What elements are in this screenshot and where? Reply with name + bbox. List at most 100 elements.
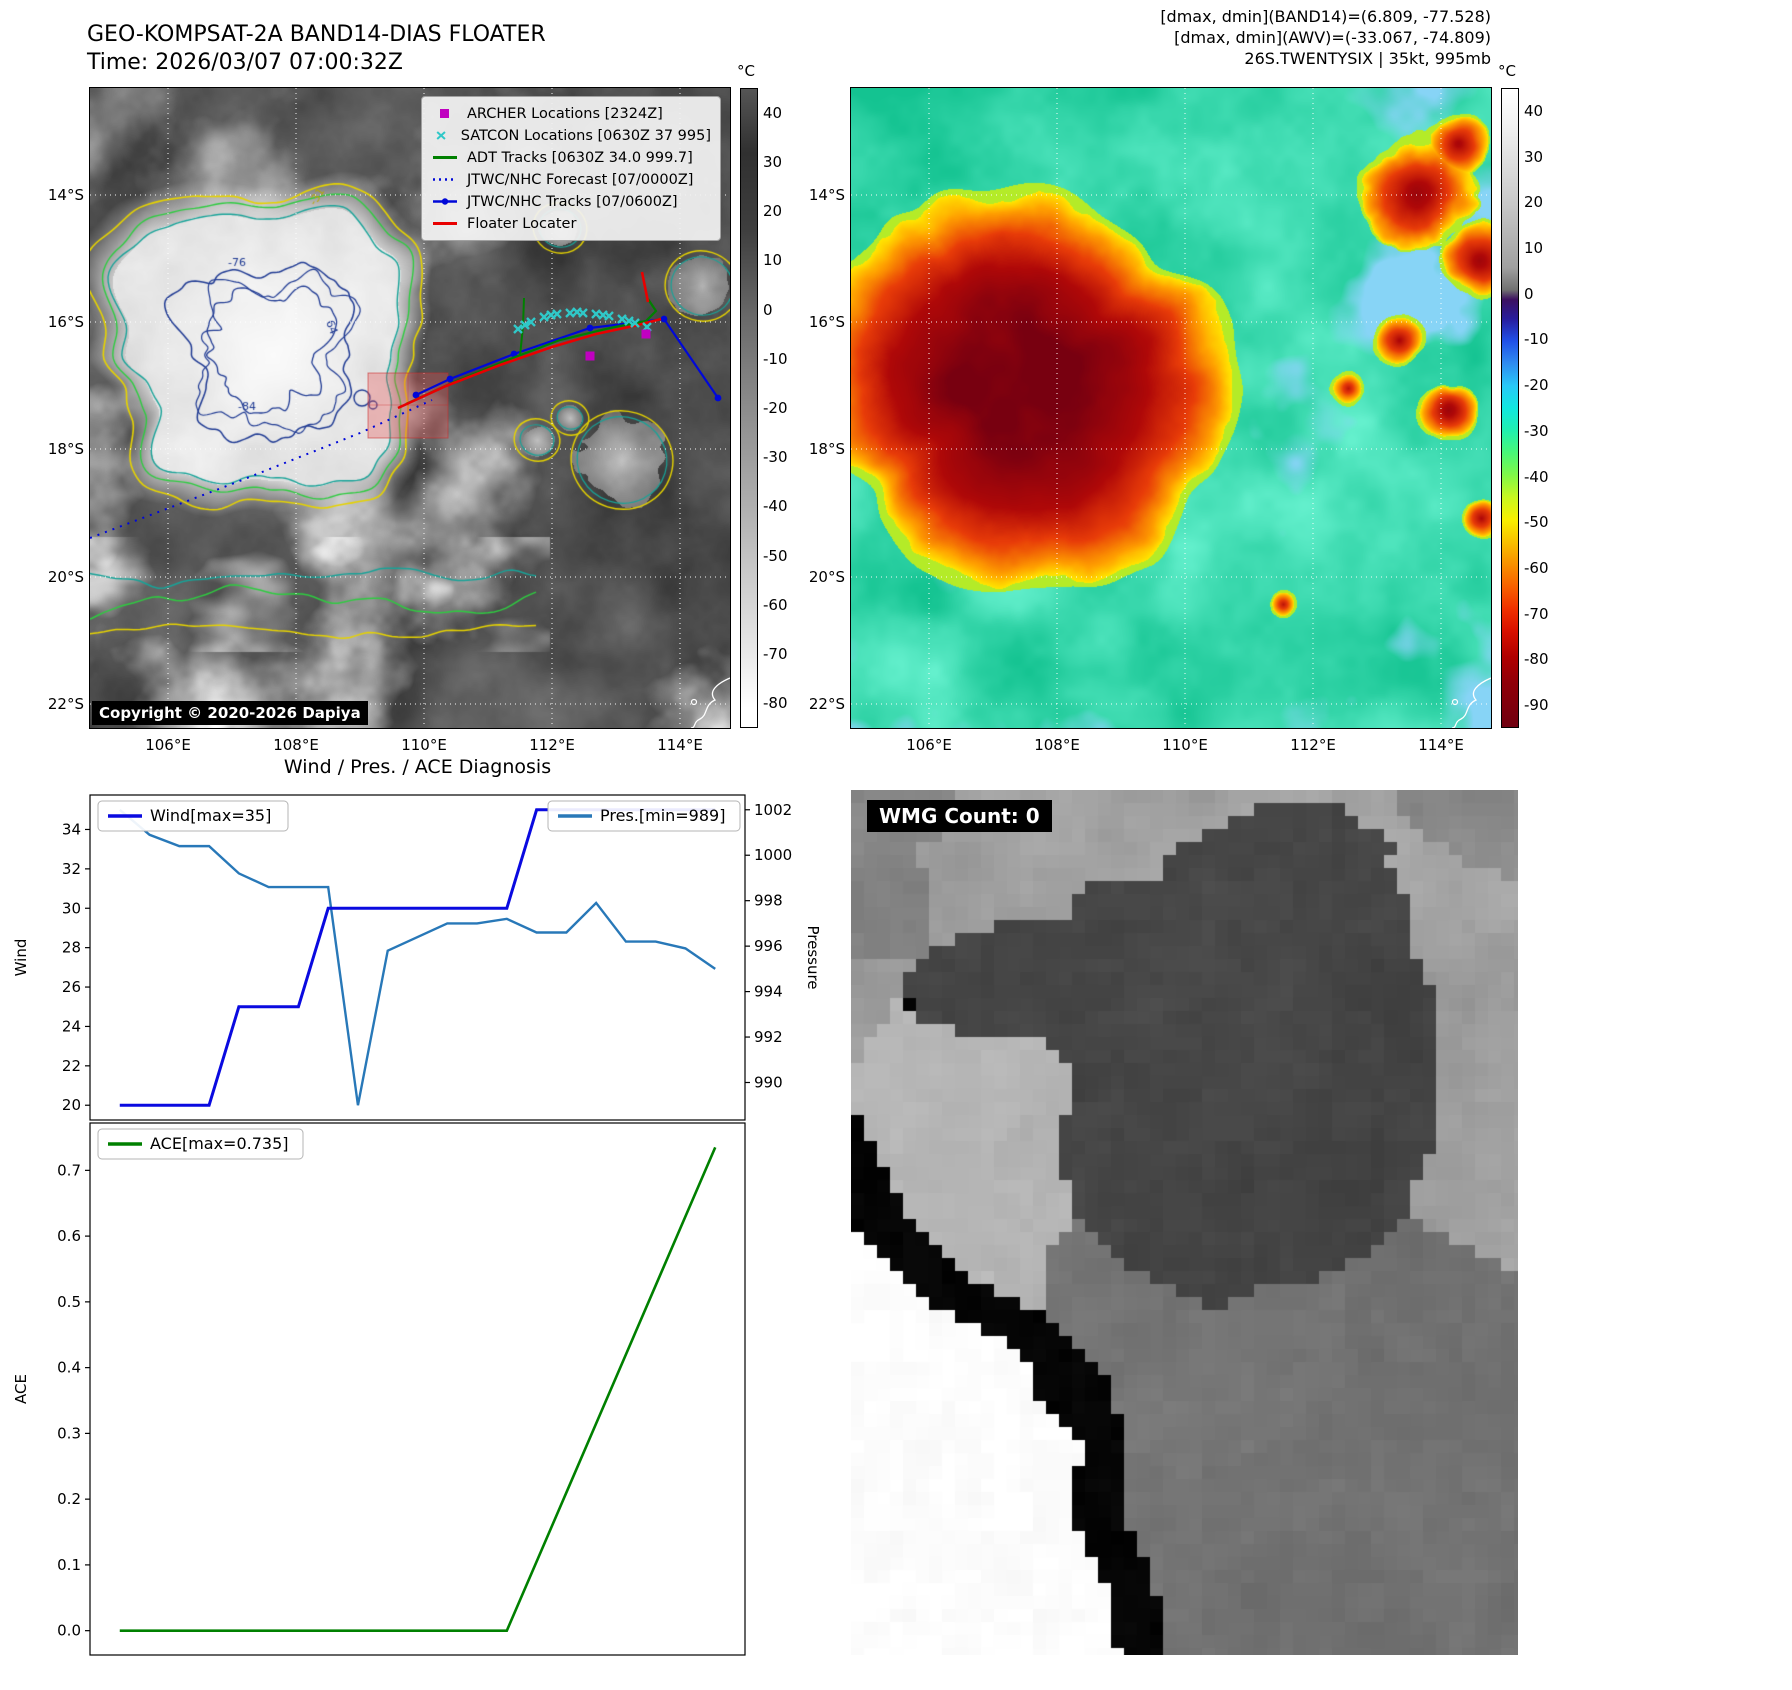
y-tick-label: 992 — [754, 1028, 783, 1046]
y-tick-label: 30 — [62, 899, 81, 917]
colorbar-tick-label: 0 — [1524, 284, 1534, 303]
y-tick-label: 24 — [62, 1017, 81, 1035]
copyright-notice: Copyright © 2020-2026 Dapiya — [92, 701, 368, 725]
colorbar-tick-label: 30 — [1524, 147, 1544, 166]
chart-legend-label: ACE[max=0.735] — [150, 1134, 289, 1153]
y-tick-label: 26 — [62, 978, 81, 996]
line-marker-icon — [433, 156, 457, 159]
lon-tick-label: 110°E — [1162, 736, 1208, 754]
wind-pres-plot-frame — [89, 794, 746, 1121]
dotted-marker-icon — [433, 178, 457, 181]
lon-tick-label: 110°E — [401, 736, 447, 754]
storm-info-block: [dmax, dmin](BAND14)=(6.809, -77.528) [d… — [851, 6, 1491, 69]
dmax-dmin-band14: [dmax, dmin](BAND14)=(6.809, -77.528) — [1160, 7, 1491, 26]
y-tick-label: 0.2 — [57, 1490, 81, 1508]
wmg-image — [851, 790, 1518, 1655]
y-tick-label: 1002 — [754, 801, 792, 819]
colorbar-tick-label: 20 — [763, 202, 783, 221]
lon-tick-label: 108°E — [273, 736, 319, 754]
x-marker-icon — [436, 131, 446, 140]
band14-colorbar — [740, 88, 758, 728]
lat-tick-label: 20°S — [47, 568, 84, 586]
lon-tick-label: 106°E — [906, 736, 952, 754]
chart-legend-label: Pres.[min=989] — [600, 806, 725, 825]
colorbar-tick-label: -80 — [763, 694, 788, 713]
awv-colorbar-unit: °C — [1498, 62, 1516, 80]
colorbar-tick-label: -60 — [1524, 559, 1549, 577]
y-tick-label: 0.4 — [57, 1359, 81, 1377]
colorbar-tick-label: 10 — [763, 251, 783, 270]
line-marker-marker-icon — [433, 198, 457, 205]
colorbar-tick-label: 40 — [1524, 101, 1544, 120]
colorbar-tick-label: -80 — [1524, 650, 1549, 669]
legend-item: Floater Locater — [431, 214, 711, 233]
lat-tick-label: 14°S — [808, 186, 845, 204]
square-marker-icon — [440, 109, 449, 118]
y-tick-label: 0.3 — [57, 1424, 81, 1442]
colorbar-tick-label: -30 — [1524, 421, 1549, 440]
wmg-count-label: WMG Count: 0 — [867, 800, 1052, 832]
wind-series-line — [119, 808, 716, 1107]
colorbar-tick-label: -50 — [763, 546, 788, 565]
legend-item: ARCHER Locations [2324Z] — [431, 104, 711, 123]
y-tick-label: 994 — [754, 983, 783, 1001]
y-tick-label: 0.0 — [57, 1622, 81, 1640]
colorbar-tick-label: -40 — [1524, 467, 1549, 486]
ace-plot-frame — [89, 1122, 746, 1656]
chart-legend-box — [97, 800, 289, 832]
chart-legend-label: Wind[max=35] — [150, 806, 271, 825]
legend-item-label: ARCHER Locations [2324Z] — [467, 105, 663, 122]
band14-colorbar-unit: °C — [737, 62, 755, 80]
pressure-axis-label: Pressure — [804, 925, 822, 989]
diagnosis-title: Wind / Pres. / ACE Diagnosis — [283, 756, 552, 778]
legend-item: JTWC/NHC Tracks [07/0600Z] — [431, 192, 711, 211]
colorbar-tick-label: -20 — [1524, 376, 1549, 395]
colorbar-tick-label: 10 — [1524, 239, 1544, 257]
colorbar-tick-label: -90 — [1524, 696, 1549, 715]
colorbar-tick-label: -70 — [1524, 604, 1549, 623]
y-tick-label: 1000 — [754, 846, 792, 864]
y-tick-label: 0.6 — [57, 1227, 81, 1245]
dmax-dmin-awv: [dmax, dmin](AWV)=(-33.067, -74.809) — [1174, 28, 1491, 47]
colorbar-tick-label: 20 — [1524, 193, 1544, 212]
y-tick-label: 0.1 — [57, 1556, 81, 1574]
legend-item-label: SATCON Locations [0630Z 37 995] — [460, 127, 711, 144]
lat-tick-label: 20°S — [808, 568, 845, 586]
lat-tick-label: 14°S — [47, 186, 84, 204]
chart-legend-box — [547, 800, 741, 832]
y-tick-label: 32 — [62, 860, 81, 878]
awv-colorbar — [1501, 88, 1519, 728]
lat-tick-label: 22°S — [47, 695, 84, 713]
colorbar-tick-label: 0 — [763, 300, 773, 319]
y-tick-label: 996 — [754, 937, 783, 955]
y-tick-label: 20 — [62, 1096, 81, 1114]
legend-item: JTWC/NHC Forecast [07/0000Z] — [431, 170, 711, 189]
lon-tick-label: 114°E — [657, 736, 703, 754]
lat-tick-label: 18°S — [47, 440, 84, 458]
pressure-series-line — [119, 808, 716, 1106]
ace-series-line — [119, 1146, 717, 1632]
colorbar-tick-label: -50 — [1524, 513, 1549, 532]
storm-id-intensity: 26S.TWENTYSIX | 35kt, 995mb — [1244, 49, 1491, 68]
figure-timestamp: Time: 2026/03/07 07:00:32Z — [87, 50, 403, 75]
diagnosis-charts: 20 22 24 26 28 30 32 34 990 992 994 996 998 1000 1002 0… — [12, 794, 822, 1656]
colorbar-tick-label: -60 — [763, 595, 788, 614]
map-legend: ARCHER Locations [2324Z] SATCON Locations… — [421, 96, 721, 241]
y-tick-label: 28 — [62, 939, 81, 957]
wind-axis-label: Wind — [12, 939, 30, 977]
y-tick-label: 990 — [754, 1074, 783, 1092]
legend-item-label: ADT Tracks [0630Z 34.0 999.7] — [467, 149, 693, 166]
colorbar-tick-label: -10 — [1524, 330, 1549, 349]
lon-tick-label: 112°E — [1290, 736, 1336, 754]
line-marker-icon — [433, 222, 457, 225]
chart-legend-box — [97, 1128, 304, 1160]
lat-tick-label: 16°S — [47, 313, 84, 331]
figure-title: GEO-KOMPSAT-2A BAND14-DIAS FLOATER — [87, 22, 546, 47]
colorbar-tick-label: 30 — [763, 152, 783, 171]
lon-tick-label: 114°E — [1418, 736, 1464, 754]
lon-tick-label: 112°E — [529, 736, 575, 754]
colorbar-tick-label: -10 — [763, 349, 788, 368]
colorbar-tick-label: 40 — [763, 103, 783, 122]
colorbar-tick-label: -40 — [763, 497, 788, 516]
legend-item: SATCON Locations [0630Z 37 995] — [431, 126, 711, 145]
